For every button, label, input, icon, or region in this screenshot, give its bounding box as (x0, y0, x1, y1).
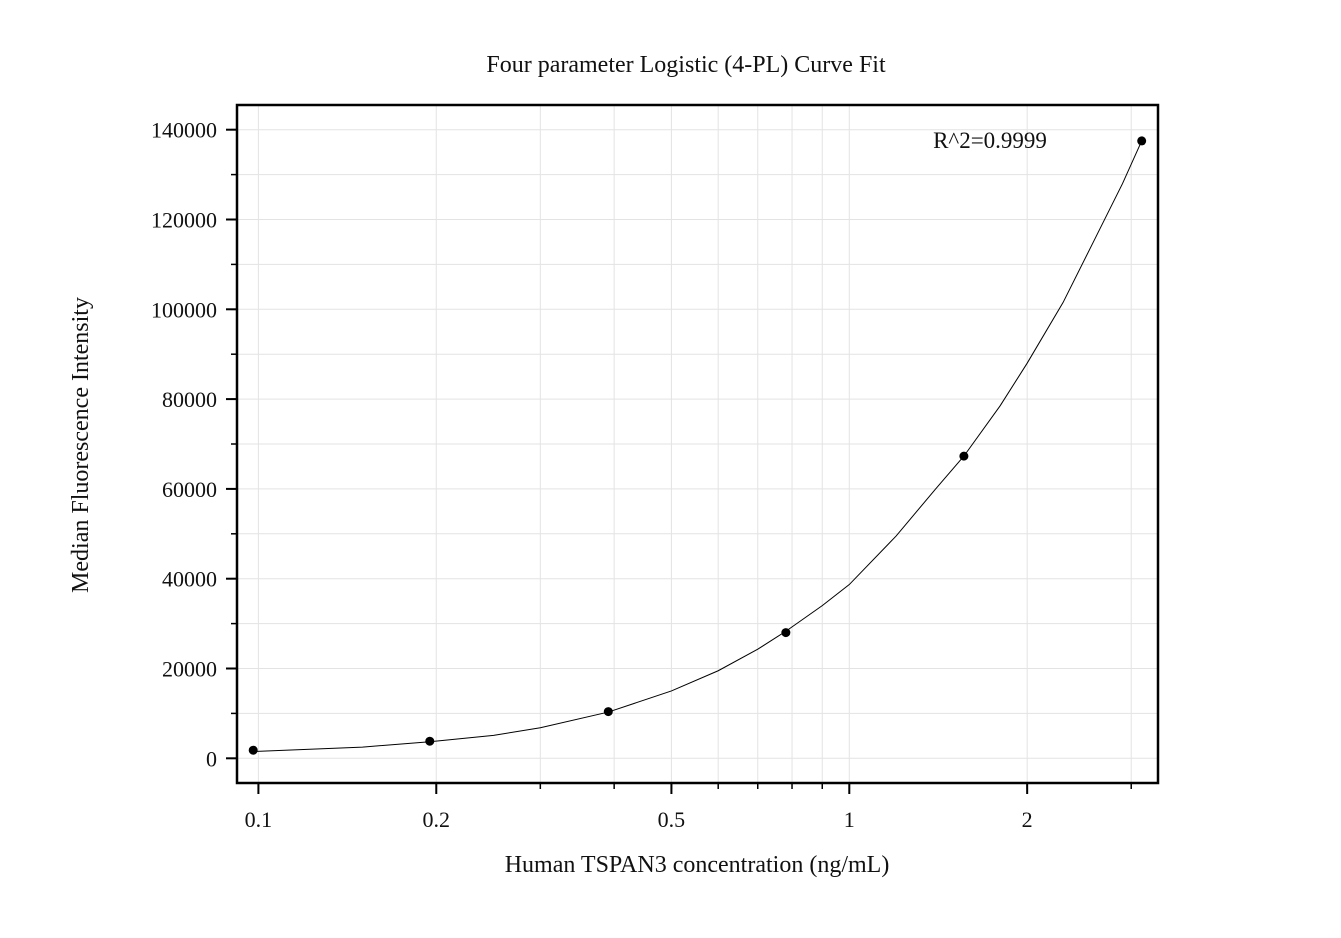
data-point (959, 451, 969, 461)
data-point (1137, 136, 1147, 146)
x-tick-label: 0.1 (245, 807, 273, 832)
data-point (603, 707, 613, 717)
x-tick-label: 0.5 (658, 807, 686, 832)
y-axis-label: Median Fluorescence Intensity (68, 297, 94, 593)
y-tick-label: 0 (206, 746, 217, 771)
r-squared-annotation: R^2=0.9999 (933, 128, 1047, 153)
x-axis-ticks: 0.1 0.2 0.5 1 2 (245, 783, 1132, 832)
fit-curve (253, 140, 1143, 753)
data-point (248, 745, 258, 755)
y-tick-label: 100000 (151, 297, 217, 322)
data-points (248, 136, 1147, 755)
y-tick-label: 80000 (162, 387, 217, 412)
chart-title: Four parameter Logistic (4-PL) Curve Fit (486, 52, 886, 78)
data-point (781, 628, 791, 638)
fit-curve-layer (253, 140, 1143, 753)
y-tick-label: 60000 (162, 477, 217, 502)
data-point (425, 736, 435, 746)
x-tick-label: 0.2 (423, 807, 451, 832)
y-tick-label: 120000 (151, 207, 217, 232)
y-tick-label: 140000 (151, 118, 217, 143)
x-tick-label: 2 (1022, 807, 1033, 832)
y-tick-label: 20000 (162, 657, 217, 682)
y-tick-label: 40000 (162, 567, 217, 592)
grid (237, 105, 1158, 783)
x-axis-label: Human TSPAN3 concentration (ng/mL) (505, 852, 890, 878)
x-tick-label: 1 (844, 807, 855, 832)
y-axis-ticks: 0 20000 40000 60000 80000 100000 120000 140000 (151, 118, 237, 771)
